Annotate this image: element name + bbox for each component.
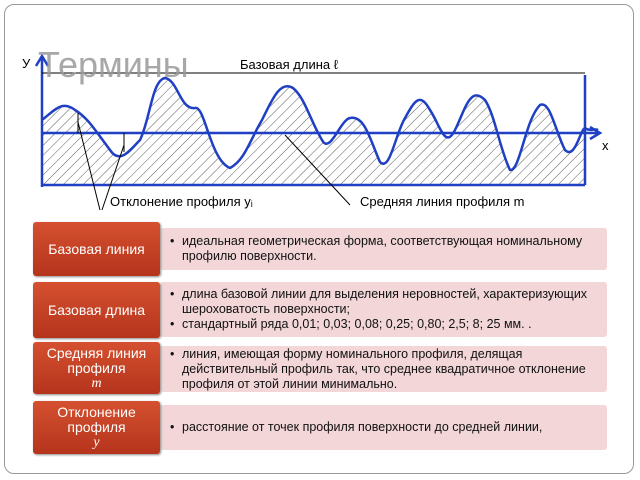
term-name: Отклонение профиля (57, 404, 136, 435)
term-box: Базовая линия (33, 222, 160, 276)
term-name: Средняя линия профиля (46, 344, 147, 376)
description-item: стандартный ряда 0,01; 0,03; 0,08; 0,25;… (170, 317, 599, 332)
axes (34, 53, 603, 187)
term-box: Отклонение профиля y (33, 401, 160, 454)
description-item: расстояние от точек профиля поверхности … (170, 420, 599, 435)
description-item: линия, имеющая форму номинального профил… (170, 347, 599, 392)
mean-line-label: Средняя линия профиля m (360, 194, 524, 209)
description: идеальная геометрическая форма, соответс… (160, 228, 607, 270)
profile-curve (41, 76, 599, 172)
description: расстояние от точек профиля поверхности … (160, 405, 607, 450)
description: линия, имеющая форму номинального профил… (160, 346, 607, 392)
y-axis-label: У (22, 56, 31, 71)
description-item: идеальная геометрическая форма, соответс… (170, 234, 599, 264)
base-length-label: Базовая длина ℓ (240, 57, 339, 72)
description: длина базовой линии для выделения неровн… (160, 282, 607, 337)
term-symbol: y (93, 435, 100, 450)
slide-title: Термины (38, 44, 189, 85)
term-box: Базовая длина (33, 282, 160, 338)
term-name: Базовая линия (48, 240, 145, 257)
slide-frame (4, 4, 634, 474)
annotation-lines (42, 72, 585, 211)
term-name: Базовая длина (47, 301, 146, 318)
deviation-label: Отклонение профиля уᵢ (110, 194, 253, 209)
x-axis-label: х (602, 138, 609, 153)
description-item: длина базовой линии для выделения неровн… (170, 287, 599, 317)
term-symbol: m (91, 375, 102, 391)
term-box: Средняя линия профиля m (33, 342, 160, 394)
profile-area (42, 78, 585, 185)
